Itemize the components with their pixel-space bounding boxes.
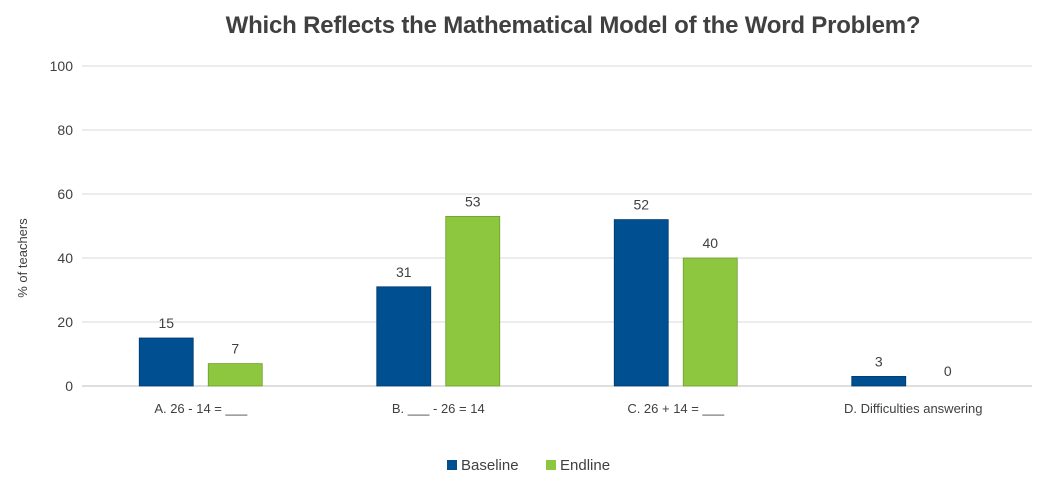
- y-tick-label: 0: [65, 378, 73, 394]
- data-label: 3: [875, 353, 883, 369]
- y-tick-label: 80: [57, 122, 73, 138]
- bar-baseline: [376, 286, 432, 387]
- bar-baseline: [138, 337, 194, 387]
- legend-label-baseline: Baseline: [461, 457, 519, 474]
- y-tick-label: 20: [57, 314, 73, 330]
- category-label: B. ___ - 26 = 14: [392, 401, 485, 416]
- data-label: 31: [396, 264, 412, 280]
- category-label: D. Difficulties answering: [844, 401, 982, 416]
- bars: [138, 215, 907, 387]
- data-labels: 15 7 31 53 52 40 3 0: [158, 193, 951, 379]
- data-label: 0: [944, 363, 952, 379]
- bar-endline: [207, 363, 263, 387]
- legend-swatch-baseline: [447, 460, 457, 470]
- bar-baseline: [851, 375, 907, 387]
- data-label: 7: [231, 341, 239, 357]
- y-tick-label: 40: [57, 250, 73, 266]
- data-label: 53: [465, 193, 481, 209]
- y-axis-ticks: 0 20 40 60 80 100: [50, 58, 74, 394]
- category-labels: A. 26 - 14 = ___ B. ___ - 26 = 14 C. 26 + …: [154, 401, 982, 416]
- y-tick-label: 60: [57, 186, 73, 202]
- chart-title: Which Reflects the Mathematical Model of…: [225, 12, 921, 39]
- data-label: 52: [633, 197, 649, 213]
- bar-endline: [445, 215, 501, 387]
- bar-baseline: [613, 219, 669, 387]
- y-axis-label: % of teachers: [15, 218, 30, 298]
- bar-endline: [682, 257, 738, 387]
- y-tick-label: 100: [50, 58, 74, 74]
- category-label: A. 26 - 14 = ___: [154, 401, 248, 416]
- category-label: C. 26 + 14 = ___: [627, 401, 725, 416]
- legend-swatch-endline: [546, 460, 556, 470]
- gridlines: [82, 65, 1032, 387]
- data-label: 40: [702, 235, 718, 251]
- legend-label-endline: Endline: [560, 457, 610, 474]
- legend: Baseline Endline: [447, 457, 610, 474]
- data-label: 15: [158, 315, 174, 331]
